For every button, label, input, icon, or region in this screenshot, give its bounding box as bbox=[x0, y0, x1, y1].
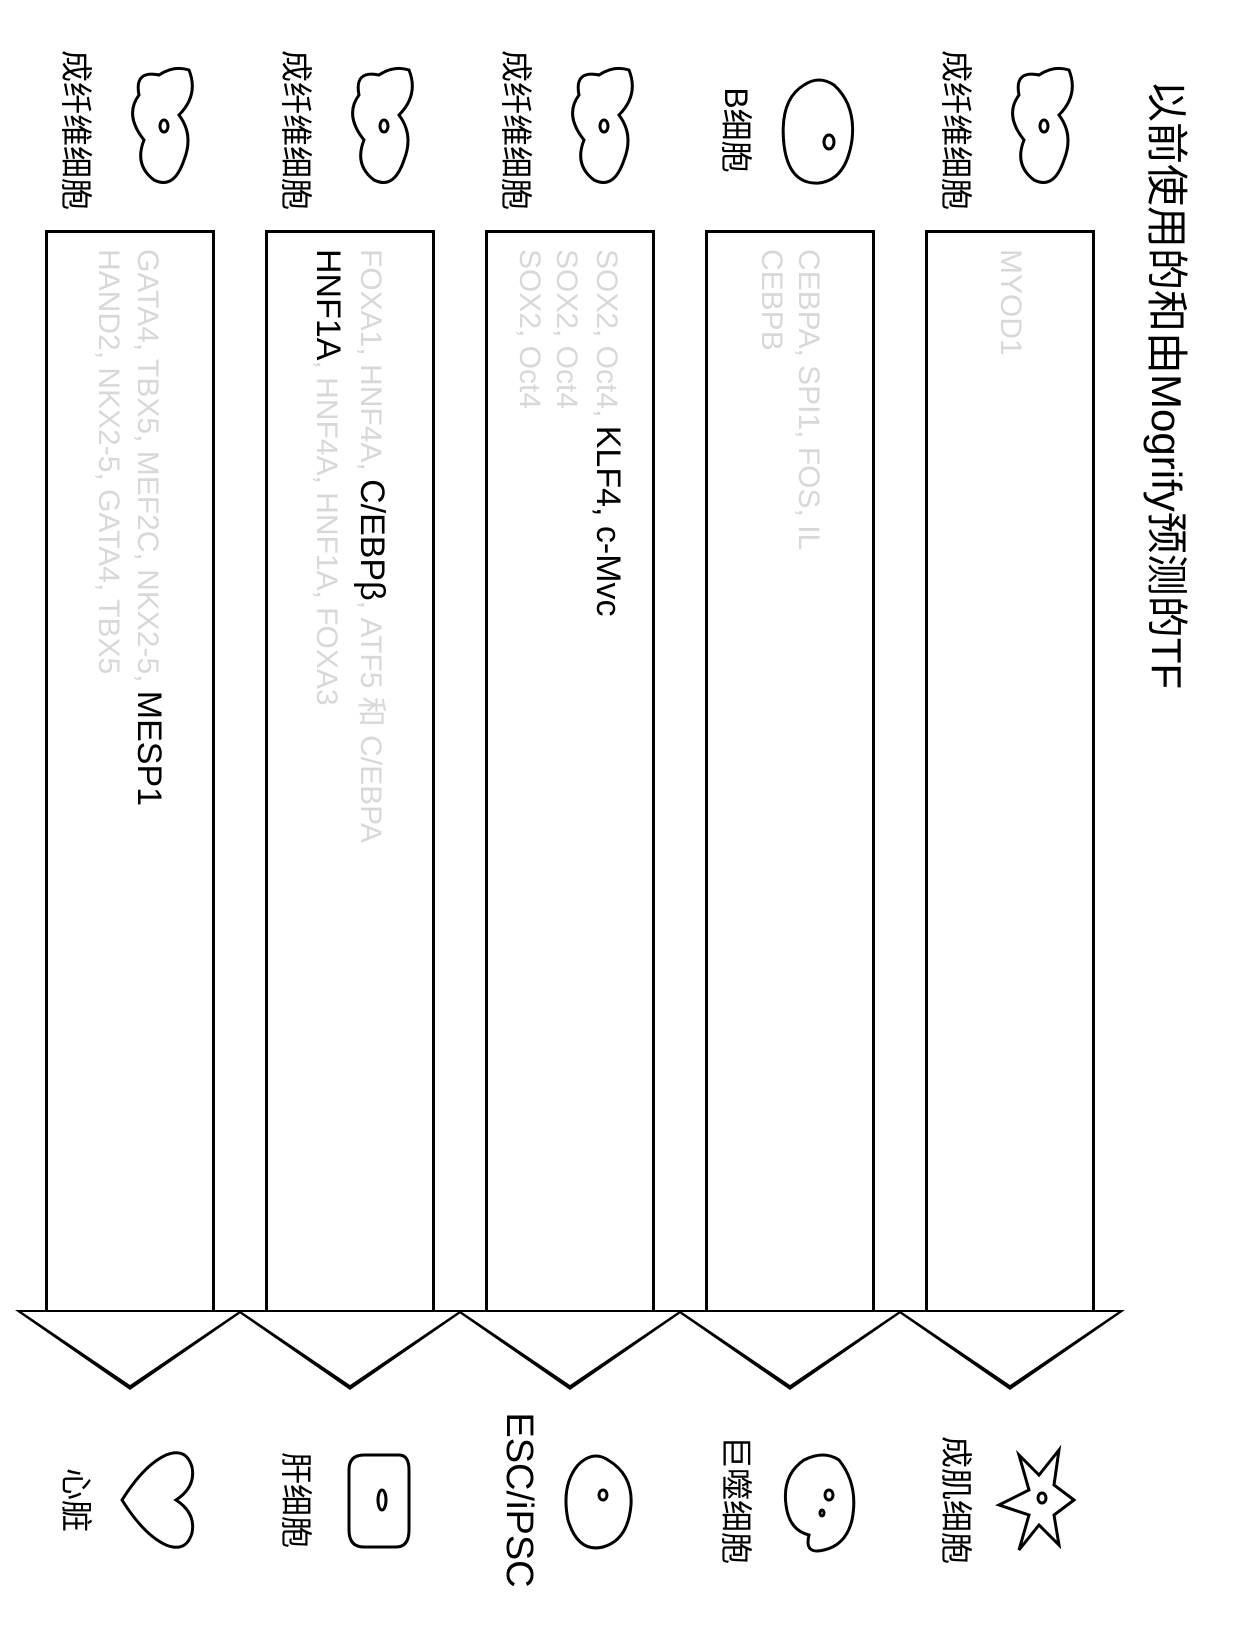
diagram-page: 以前使用的和由Mogrify预测的TF 成纤维细胞 MYOD1 成肌细胞 bbox=[0, 0, 1240, 1644]
tf-text: CEBPA, SPI1, FOS, IL bbox=[790, 249, 828, 1304]
source-label: 成纤维细胞 bbox=[56, 50, 102, 210]
macrophage-icon bbox=[770, 1435, 865, 1565]
fibroblast-icon bbox=[330, 65, 425, 195]
arrow: CEBPA, SPI1, FOS, IL CEBPB bbox=[705, 230, 875, 1390]
row-macrophage: B细胞 CEBPA, SPI1, FOS, IL CEBPB 巨噬细胞 bbox=[690, 40, 890, 1600]
target-label: 肝细胞 bbox=[276, 1452, 322, 1548]
target-cell: ESC/iPSC bbox=[497, 1400, 643, 1600]
fibroblast-icon bbox=[990, 65, 1085, 195]
bcell-icon bbox=[770, 65, 865, 195]
tf-text: MYOD1 bbox=[991, 249, 1029, 1304]
source-label: 成纤维细胞 bbox=[936, 50, 982, 210]
source-cell: 成纤维细胞 bbox=[936, 40, 1085, 220]
tf-text: SOX2, Oct4 bbox=[548, 249, 586, 1304]
source-label: 成纤维细胞 bbox=[496, 50, 542, 210]
target-cell: 心脏 bbox=[56, 1400, 205, 1600]
esc-icon bbox=[548, 1435, 643, 1565]
tf-line: GATA4, TBX5, MEF2C, NKX2-5, MESP1 bbox=[127, 249, 171, 1304]
myoblast-icon bbox=[990, 1435, 1085, 1565]
tf-text: HAND2, NKX2-5, GATA4, TBX5 bbox=[89, 249, 127, 1304]
target-label: 巨噬细胞 bbox=[716, 1436, 762, 1564]
tf-line: HNF1A, HNF4A, HNF1A, FOXA3 bbox=[306, 249, 350, 1304]
target-cell: 巨噬细胞 bbox=[716, 1400, 865, 1600]
source-cell: B细胞 bbox=[716, 40, 865, 220]
arrow: MYOD1 bbox=[925, 230, 1095, 1390]
target-cell: 肝细胞 bbox=[276, 1400, 425, 1600]
tf-text: CEBPB bbox=[753, 249, 791, 1304]
source-label: B细胞 bbox=[716, 87, 762, 172]
row-heart: 成纤维细胞 GATA4, TBX5, MEF2C, NKX2-5, MESP1 … bbox=[30, 40, 230, 1600]
row-hepatocyte: 成纤维细胞 FOXA1, HNF4A, C/EBPβ, ATF5 和 C/EBP… bbox=[250, 40, 450, 1600]
arrow: SOX2, Oct4, KLF4, c-Mvc SOX2, Oct4 SOX2,… bbox=[485, 230, 655, 1390]
target-label: ESC/iPSC bbox=[497, 1412, 540, 1587]
source-cell: 成纤维细胞 bbox=[276, 40, 425, 220]
arrow: GATA4, TBX5, MEF2C, NKX2-5, MESP1 HAND2,… bbox=[45, 230, 215, 1390]
page-title: 以前使用的和由Mogrify预测的TF bbox=[1139, 80, 1200, 689]
heart-icon bbox=[110, 1435, 205, 1565]
tf-text: SOX2, Oct4 bbox=[510, 249, 548, 1304]
target-cell: 成肌细胞 bbox=[936, 1400, 1085, 1600]
source-label: 成纤维细胞 bbox=[276, 50, 322, 210]
source-cell: 成纤维细胞 bbox=[496, 40, 645, 220]
fibroblast-icon bbox=[110, 65, 205, 195]
target-label: 成肌细胞 bbox=[936, 1436, 982, 1564]
tf-line: SOX2, Oct4, KLF4, c-Mvc bbox=[585, 249, 629, 1304]
fibroblast-icon bbox=[550, 65, 645, 195]
arrow: FOXA1, HNF4A, C/EBPβ, ATF5 和 C/EBPA HNF1… bbox=[265, 230, 435, 1390]
row-myoblast: 成纤维细胞 MYOD1 成肌细胞 bbox=[910, 40, 1110, 1600]
row-esc: 成纤维细胞 SOX2, Oct4, KLF4, c-Mvc SOX2, Oct4… bbox=[470, 40, 670, 1600]
tf-line: FOXA1, HNF4A, C/EBPβ, ATF5 和 C/EBPA bbox=[350, 249, 394, 1304]
hepatocyte-icon bbox=[330, 1435, 425, 1565]
source-cell: 成纤维细胞 bbox=[56, 40, 205, 220]
target-label: 心脏 bbox=[56, 1468, 102, 1532]
